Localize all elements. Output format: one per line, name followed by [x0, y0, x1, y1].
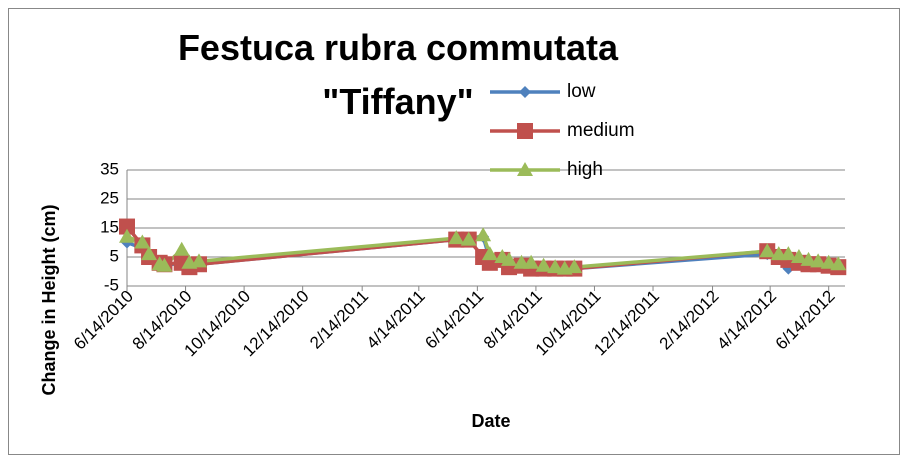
marker	[800, 251, 817, 266]
y-tick-label: -5	[104, 275, 119, 294]
marker	[141, 246, 158, 261]
marker	[535, 257, 552, 272]
legend-label: high	[567, 159, 603, 180]
y-tick-label: 5	[110, 246, 119, 265]
title-line: Festuca rubra commutata	[178, 27, 619, 68]
marker	[820, 254, 837, 269]
x-axis-label: Date	[471, 411, 510, 431]
marker	[134, 234, 151, 249]
legend-marker	[517, 162, 533, 176]
legend-label: low	[567, 81, 596, 102]
marker	[475, 227, 492, 242]
marker	[547, 259, 564, 274]
marker	[190, 253, 207, 268]
marker	[119, 228, 135, 243]
marker	[523, 254, 540, 269]
legend-label: medium	[567, 120, 635, 141]
chart-title: Festuca rubra commutata "Tiffany"	[178, 27, 619, 122]
marker	[460, 231, 477, 246]
marker	[810, 253, 827, 268]
y-axis-label: Change in Height (cm)	[39, 204, 59, 395]
y-tick-label: 25	[100, 188, 119, 207]
legend-marker	[517, 123, 533, 139]
chart-border	[8, 8, 900, 455]
marker	[501, 251, 518, 266]
marker	[156, 257, 173, 272]
legend-marker	[519, 86, 531, 98]
marker	[780, 246, 797, 261]
y-tick-label: 35	[100, 159, 119, 178]
title-line: "Tiffany"	[322, 81, 474, 122]
marker	[119, 218, 135, 235]
marker	[566, 259, 583, 274]
marker	[759, 243, 776, 258]
marker	[481, 246, 498, 261]
y-tick-label: 15	[100, 217, 119, 236]
marker	[448, 230, 465, 245]
marker	[173, 241, 190, 256]
marker	[790, 249, 807, 263]
marker	[830, 256, 847, 271]
